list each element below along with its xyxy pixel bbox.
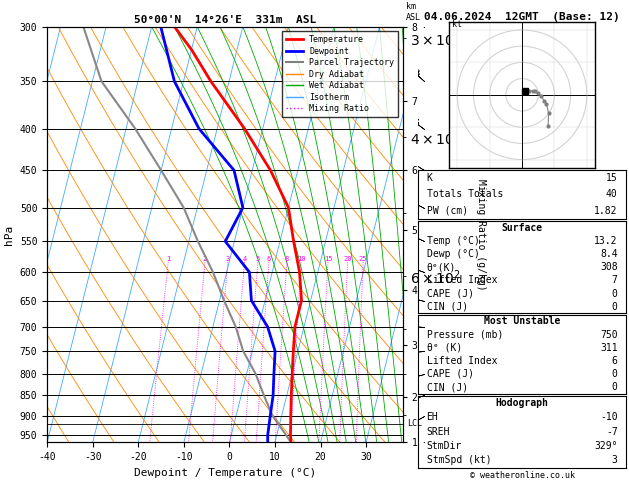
Text: 311: 311: [600, 343, 618, 353]
Text: Lifted Index: Lifted Index: [426, 276, 497, 285]
Text: K: K: [426, 173, 433, 183]
Text: CAPE (J): CAPE (J): [426, 289, 474, 299]
Text: SREH: SREH: [426, 427, 450, 436]
Text: 3: 3: [226, 256, 230, 262]
Legend: Temperature, Dewpoint, Parcel Trajectory, Dry Adiabat, Wet Adiabat, Isotherm, Mi: Temperature, Dewpoint, Parcel Trajectory…: [282, 31, 398, 117]
Text: 25: 25: [359, 256, 367, 262]
Text: CIN (J): CIN (J): [426, 302, 468, 312]
Text: 0: 0: [611, 289, 618, 299]
Text: -10: -10: [600, 412, 618, 422]
Text: 0: 0: [611, 369, 618, 379]
Text: Totals Totals: Totals Totals: [426, 190, 503, 199]
Text: 0: 0: [611, 302, 618, 312]
Text: 10: 10: [297, 256, 306, 262]
Text: 5: 5: [256, 256, 260, 262]
Text: CAPE (J): CAPE (J): [426, 369, 474, 379]
Text: 4: 4: [242, 256, 247, 262]
Text: StmSpd (kt): StmSpd (kt): [426, 455, 491, 465]
Text: CIN (J): CIN (J): [426, 382, 468, 392]
Text: Most Unstable: Most Unstable: [484, 316, 560, 327]
Text: 3: 3: [611, 455, 618, 465]
Text: 15: 15: [324, 256, 332, 262]
Text: θᵉ(K): θᵉ(K): [426, 262, 456, 272]
Y-axis label: Mixing Ratio (g/kg): Mixing Ratio (g/kg): [476, 179, 486, 290]
Text: Lifted Index: Lifted Index: [426, 356, 497, 366]
Text: 8.4: 8.4: [600, 249, 618, 259]
Text: 7: 7: [611, 276, 618, 285]
Text: PW (cm): PW (cm): [426, 206, 468, 216]
Text: 2: 2: [203, 256, 207, 262]
Text: LCL: LCL: [407, 419, 421, 428]
Text: 1.82: 1.82: [594, 206, 618, 216]
Text: 329°: 329°: [594, 441, 618, 451]
Text: θᵉ (K): θᵉ (K): [426, 343, 462, 353]
Text: 0: 0: [611, 382, 618, 392]
Text: 6: 6: [267, 256, 271, 262]
Text: 40: 40: [606, 190, 618, 199]
Text: Surface: Surface: [501, 223, 543, 233]
Text: 8: 8: [285, 256, 289, 262]
Text: 308: 308: [600, 262, 618, 272]
Text: © weatheronline.co.uk: © weatheronline.co.uk: [470, 471, 574, 480]
Text: EH: EH: [426, 412, 438, 422]
Text: 15: 15: [606, 173, 618, 183]
Text: StmDir: StmDir: [426, 441, 462, 451]
Text: 750: 750: [600, 330, 618, 340]
Text: 13.2: 13.2: [594, 236, 618, 246]
Text: -7: -7: [606, 427, 618, 436]
Text: Dewp (°C): Dewp (°C): [426, 249, 479, 259]
Text: 20: 20: [343, 256, 352, 262]
Title: 50°00'N  14°26'E  331m  ASL: 50°00'N 14°26'E 331m ASL: [134, 15, 316, 25]
Text: kt: kt: [452, 20, 462, 29]
X-axis label: Dewpoint / Temperature (°C): Dewpoint / Temperature (°C): [134, 468, 316, 478]
Y-axis label: hPa: hPa: [4, 225, 14, 244]
Text: km
ASL: km ASL: [406, 2, 421, 22]
Text: 1: 1: [166, 256, 170, 262]
Text: 6: 6: [611, 356, 618, 366]
Text: Temp (°C): Temp (°C): [426, 236, 479, 246]
Text: Pressure (mb): Pressure (mb): [426, 330, 503, 340]
Text: Hodograph: Hodograph: [496, 398, 548, 408]
Text: 04.06.2024  12GMT  (Base: 12): 04.06.2024 12GMT (Base: 12): [424, 12, 620, 22]
